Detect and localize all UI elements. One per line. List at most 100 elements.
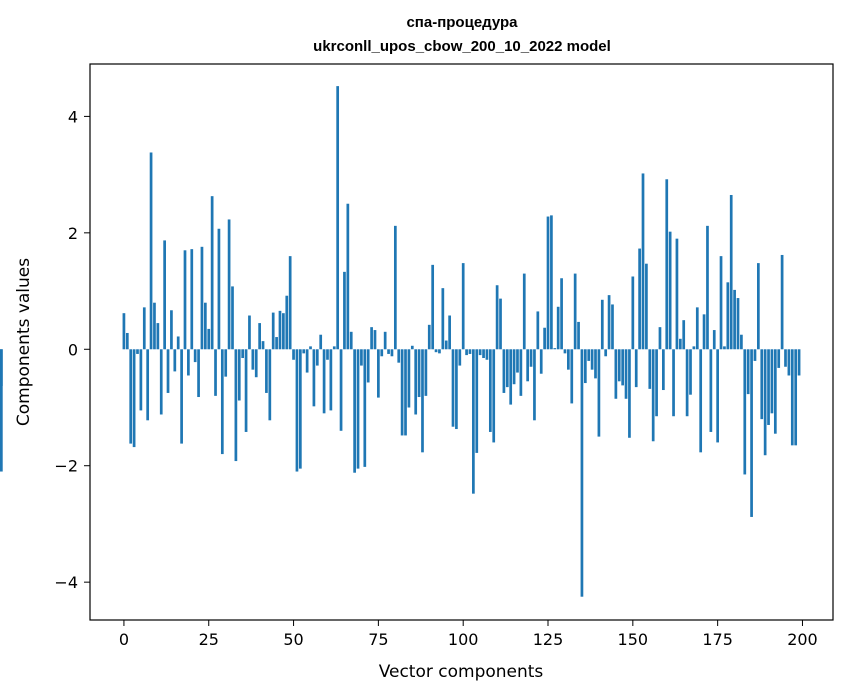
x-tick-label: 200 xyxy=(787,630,818,649)
bar xyxy=(339,349,343,431)
bar xyxy=(312,349,316,407)
bar xyxy=(726,282,730,350)
bar xyxy=(638,248,641,350)
bar xyxy=(729,194,733,350)
bar xyxy=(176,336,180,350)
bar xyxy=(533,349,536,421)
bar xyxy=(237,349,241,401)
bar xyxy=(180,349,183,444)
bar xyxy=(173,349,177,372)
bar xyxy=(556,306,560,350)
bar xyxy=(624,349,628,399)
bar xyxy=(220,349,224,455)
bar xyxy=(268,349,272,421)
bar xyxy=(448,315,451,350)
bar xyxy=(434,349,438,353)
bar xyxy=(203,302,207,350)
bar xyxy=(315,349,319,366)
bar xyxy=(373,330,377,350)
bar xyxy=(733,289,736,350)
bar xyxy=(512,349,516,385)
bar xyxy=(590,349,594,370)
bar xyxy=(193,349,197,363)
bar xyxy=(675,238,679,350)
bar xyxy=(709,349,713,432)
bar xyxy=(254,349,258,378)
bar xyxy=(322,349,326,414)
bar xyxy=(614,349,618,399)
bar xyxy=(282,313,285,350)
bar xyxy=(472,349,475,494)
bar xyxy=(570,349,574,404)
bar xyxy=(543,327,546,350)
bar xyxy=(329,349,333,411)
bar xyxy=(648,349,652,389)
bar xyxy=(757,263,760,350)
bar xyxy=(519,349,523,396)
bar xyxy=(397,349,401,363)
bar xyxy=(380,349,384,357)
bar xyxy=(770,349,774,414)
bar xyxy=(427,324,431,350)
bar xyxy=(468,349,472,354)
bar xyxy=(668,231,672,350)
bar xyxy=(488,349,492,432)
bar xyxy=(298,349,302,469)
bar xyxy=(740,334,743,350)
bar xyxy=(777,349,781,368)
bar xyxy=(360,349,363,366)
bar xyxy=(166,349,170,393)
bar xyxy=(231,286,234,350)
bar xyxy=(495,285,499,350)
bar xyxy=(431,264,435,350)
bar xyxy=(210,196,214,350)
bar xyxy=(692,346,696,350)
bar xyxy=(719,256,723,350)
bar xyxy=(712,330,716,350)
bar xyxy=(451,349,455,427)
bar xyxy=(414,349,418,415)
y-tick-label: 0 xyxy=(68,340,78,359)
bar xyxy=(319,334,323,350)
bar xyxy=(665,179,669,350)
bar xyxy=(787,349,791,376)
bar xyxy=(760,349,764,420)
bar xyxy=(736,298,740,350)
bars-group xyxy=(0,86,801,597)
bar xyxy=(604,349,608,357)
bar xyxy=(207,328,211,350)
bar xyxy=(790,349,794,446)
bar xyxy=(797,349,801,376)
bar xyxy=(634,349,638,388)
bar xyxy=(438,349,441,354)
bar xyxy=(607,295,611,350)
bar xyxy=(363,349,367,467)
bar xyxy=(767,349,770,425)
bar xyxy=(122,313,126,350)
plot-frame xyxy=(89,63,834,621)
x-tick-label: 50 xyxy=(283,630,303,649)
y-tick-label: 2 xyxy=(68,224,78,243)
bar xyxy=(387,349,390,354)
bar xyxy=(746,349,750,395)
bar xyxy=(288,256,292,350)
bar xyxy=(170,310,173,350)
x-tick-label: 25 xyxy=(199,630,219,649)
x-axis-ticks: 0 25 50 75 100 125 150 175 200 xyxy=(119,620,818,649)
bar xyxy=(526,349,530,382)
bar xyxy=(200,246,204,350)
x-tick-label: 150 xyxy=(618,630,649,649)
bar xyxy=(275,337,278,350)
bar xyxy=(227,219,231,350)
bar xyxy=(125,332,129,350)
y-tick-label: −4 xyxy=(54,573,78,592)
bar xyxy=(132,349,136,448)
bar xyxy=(285,295,289,350)
bar xyxy=(332,346,336,350)
bar xyxy=(560,278,563,350)
bar xyxy=(617,349,621,382)
bar xyxy=(326,349,329,360)
x-tick-label: 100 xyxy=(448,630,479,649)
bar xyxy=(410,345,414,350)
